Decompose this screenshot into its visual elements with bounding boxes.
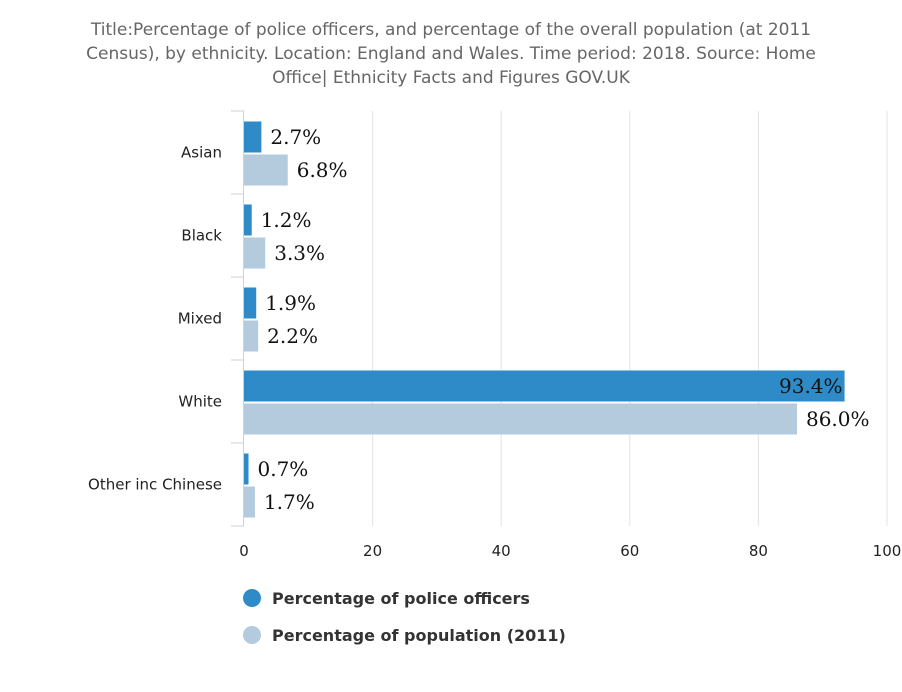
category-label: Asian xyxy=(181,144,222,162)
legend-label-population: Percentage of population (2011) xyxy=(272,625,566,645)
bar xyxy=(244,287,257,319)
data-label: 93.4% xyxy=(779,374,843,398)
x-tick-label: 40 xyxy=(492,542,511,560)
category-label: Other inc Chinese xyxy=(88,476,222,494)
bar xyxy=(244,204,252,236)
x-tick-label: 20 xyxy=(363,542,382,560)
legend-swatch-police-officers xyxy=(243,589,261,607)
bar xyxy=(244,121,262,153)
bar xyxy=(244,237,266,269)
x-tick-label: 100 xyxy=(873,542,902,560)
bar xyxy=(244,486,255,518)
x-tick-label: 60 xyxy=(620,542,639,560)
data-label: 86.0% xyxy=(806,407,870,431)
legend: Percentage of police officers Percentage… xyxy=(243,585,566,659)
data-label: 3.3% xyxy=(274,241,325,265)
bar xyxy=(244,320,259,352)
legend-item-population[interactable]: Percentage of population (2011) xyxy=(243,622,566,648)
bar xyxy=(244,154,288,186)
bar xyxy=(244,370,845,402)
category-label: Mixed xyxy=(178,310,222,328)
data-label: 2.7% xyxy=(270,125,321,149)
chart-title: Title:Percentage of police officers, and… xyxy=(86,20,816,88)
data-label: 1.7% xyxy=(264,490,315,514)
bar xyxy=(244,403,797,435)
x-tick-label: 80 xyxy=(749,542,768,560)
x-tick-label: 0 xyxy=(239,542,249,560)
legend-item-police-officers[interactable]: Percentage of police officers xyxy=(243,585,566,611)
legend-label-police-officers: Percentage of police officers xyxy=(272,588,530,608)
legend-swatch-population xyxy=(243,626,261,644)
data-label: 1.9% xyxy=(265,291,316,315)
category-label: White xyxy=(178,393,222,411)
data-label: 6.8% xyxy=(297,158,348,182)
category-label: Black xyxy=(181,227,222,245)
data-label: 2.2% xyxy=(267,324,318,348)
bar xyxy=(244,453,249,485)
data-label: 0.7% xyxy=(258,457,309,481)
data-label: 1.2% xyxy=(261,208,312,232)
